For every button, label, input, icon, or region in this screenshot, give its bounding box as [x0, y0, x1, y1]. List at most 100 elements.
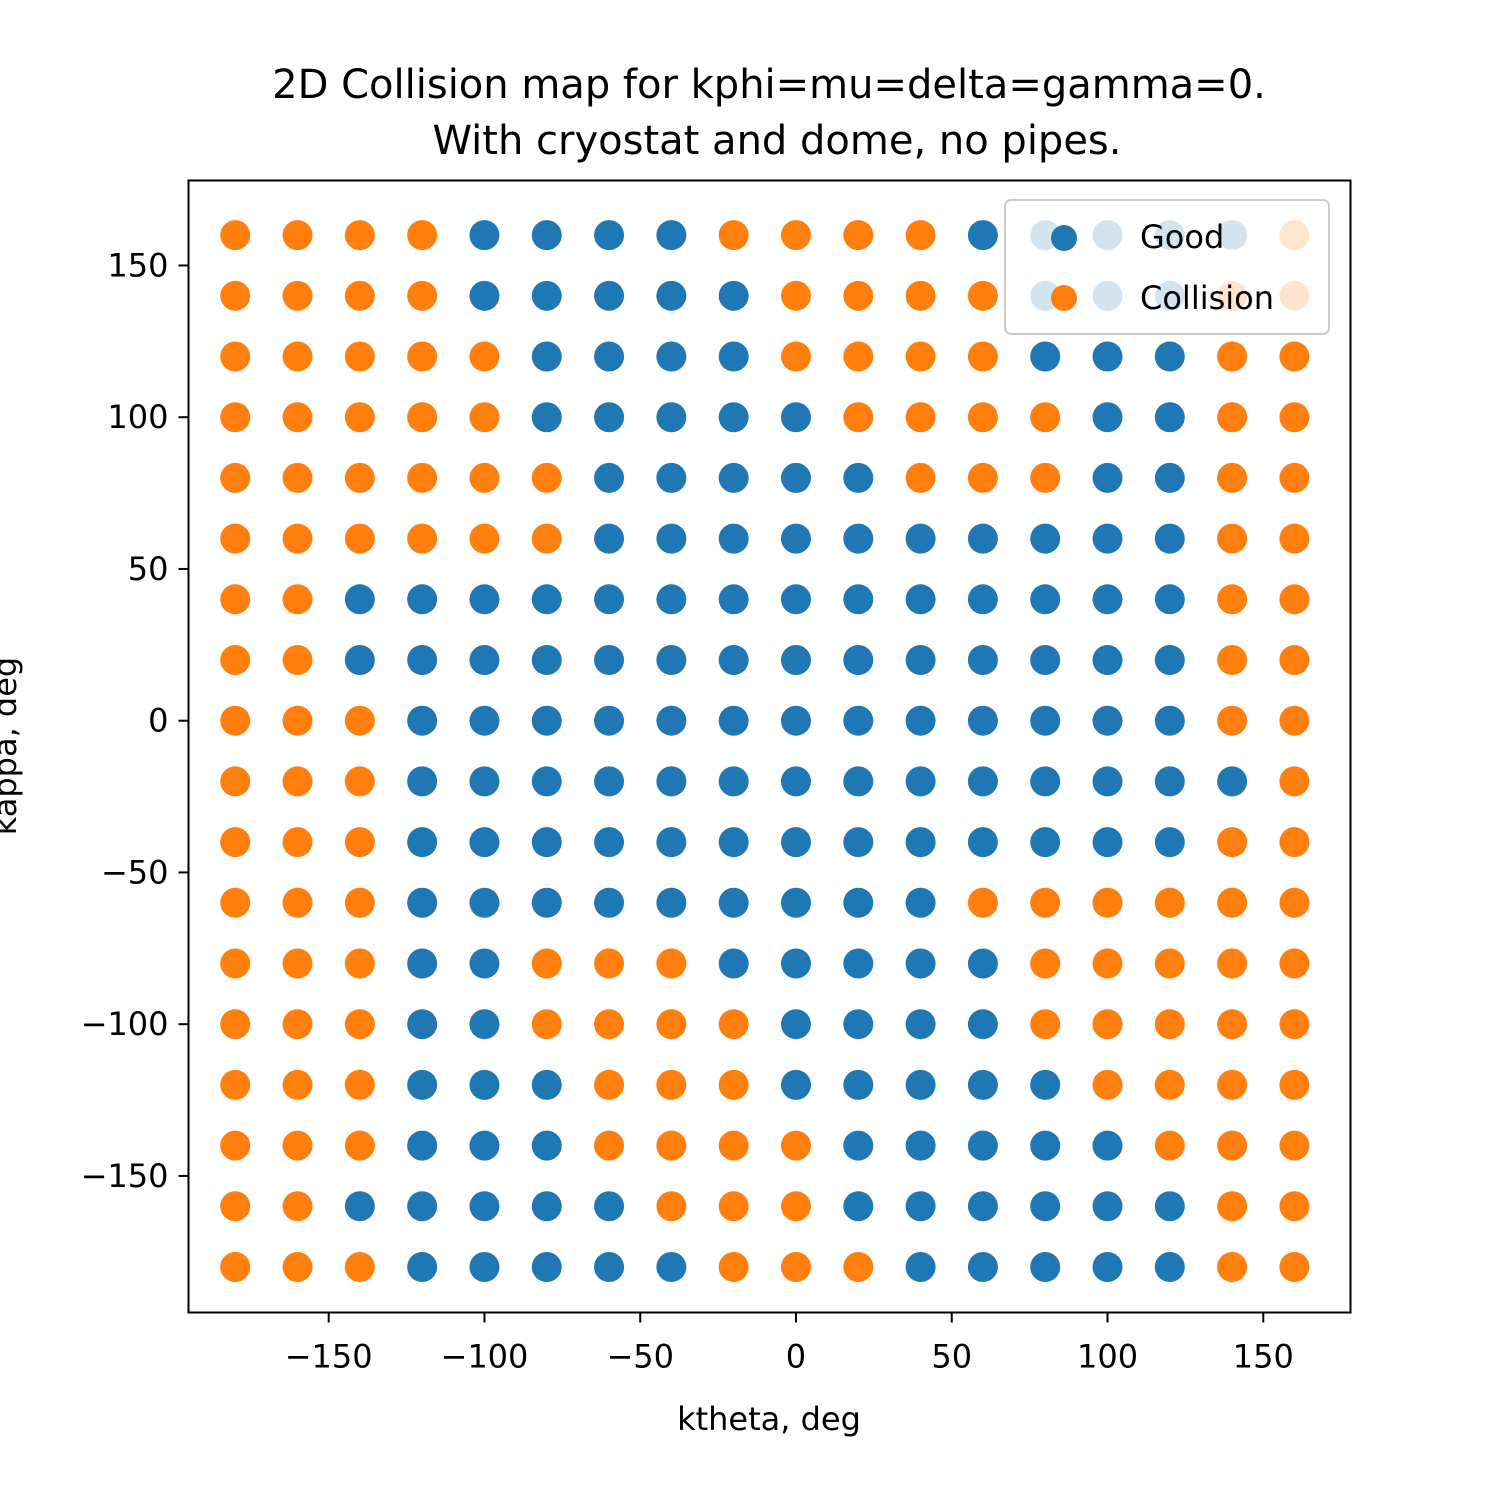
- collision-point: [594, 1130, 625, 1161]
- good-point: [531, 645, 562, 676]
- collision-point: [469, 341, 500, 372]
- collision-point: [1030, 1009, 1061, 1040]
- legend-box: [1004, 199, 1330, 335]
- good-point: [843, 1069, 874, 1100]
- good-point: [1092, 645, 1123, 676]
- collision-point: [344, 1130, 375, 1161]
- collision-point: [1092, 1009, 1123, 1040]
- good-point: [656, 341, 687, 372]
- good-point: [1092, 341, 1123, 372]
- good-point: [1092, 462, 1123, 493]
- collision-point: [1217, 1251, 1248, 1282]
- collision-point: [967, 887, 998, 918]
- y-tick-label: 0: [148, 702, 168, 740]
- good-point: [594, 280, 625, 311]
- good-point: [905, 584, 936, 615]
- good-point: [1154, 766, 1185, 797]
- collision-point: [1279, 462, 1310, 493]
- good-point: [1030, 341, 1061, 372]
- collision-point: [594, 1069, 625, 1100]
- good-point: [407, 887, 438, 918]
- good-point: [967, 1130, 998, 1161]
- good-point: [967, 584, 998, 615]
- good-point: [1154, 341, 1185, 372]
- collision-point: [1154, 1009, 1185, 1040]
- good-point: [843, 523, 874, 554]
- good-point: [1154, 523, 1185, 554]
- collision-point: [344, 705, 375, 736]
- good-point: [905, 1130, 936, 1161]
- good-point: [469, 280, 500, 311]
- collision-point: [656, 1069, 687, 1100]
- good-point: [1154, 1191, 1185, 1222]
- good-point: [718, 402, 749, 433]
- collision-point: [344, 1009, 375, 1040]
- good-point: [843, 705, 874, 736]
- collision-point: [1279, 645, 1310, 676]
- collision-point: [282, 523, 313, 554]
- good-point: [469, 827, 500, 858]
- good-point: [843, 584, 874, 615]
- collision-point: [282, 705, 313, 736]
- good-point: [1092, 766, 1123, 797]
- good-point: [967, 1191, 998, 1222]
- good-point: [656, 402, 687, 433]
- collision-point: [531, 948, 562, 979]
- y-axis-ticks: −150 −100 −50 0 50 100 150: [81, 246, 189, 1195]
- good-point: [718, 645, 749, 676]
- collision-point: [282, 1069, 313, 1100]
- collision-point: [1279, 1191, 1310, 1222]
- good-point: [656, 705, 687, 736]
- good-point: [531, 1069, 562, 1100]
- good-point: [718, 887, 749, 918]
- collision-point: [1217, 1009, 1248, 1040]
- collision-point: [220, 766, 251, 797]
- good-point: [531, 402, 562, 433]
- good-point: [967, 766, 998, 797]
- chart-title-line-1: 2D Collision map for kphi=mu=delta=gamma…: [272, 62, 1266, 108]
- collision-point: [220, 1130, 251, 1161]
- collision-point: [469, 402, 500, 433]
- good-point: [1154, 1251, 1185, 1282]
- good-point: [531, 220, 562, 251]
- collision-point: [344, 827, 375, 858]
- collision-point: [718, 1130, 749, 1161]
- good-point: [344, 584, 375, 615]
- good-point: [905, 887, 936, 918]
- collision-point: [220, 1009, 251, 1040]
- collision-point: [1279, 948, 1310, 979]
- scatter-points: [220, 220, 1310, 1282]
- good-point: [1092, 584, 1123, 615]
- collision-point: [1030, 402, 1061, 433]
- good-point: [905, 1251, 936, 1282]
- good-point: [1030, 1191, 1061, 1222]
- collision-point: [407, 341, 438, 372]
- collision-point: [656, 1009, 687, 1040]
- collision-point: [1279, 584, 1310, 615]
- x-tick-label: 100: [1077, 1338, 1138, 1376]
- collision-point: [344, 462, 375, 493]
- x-tick-label: 150: [1233, 1338, 1294, 1376]
- good-point: [469, 766, 500, 797]
- good-point: [967, 1069, 998, 1100]
- collision-point: [1092, 948, 1123, 979]
- good-point: [1030, 1130, 1061, 1161]
- collision-point: [282, 584, 313, 615]
- collision-point: [843, 280, 874, 311]
- good-point: [905, 1009, 936, 1040]
- good-point: [1030, 523, 1061, 554]
- good-point: [1154, 827, 1185, 858]
- good-point: [407, 1251, 438, 1282]
- collision-point: [1279, 887, 1310, 918]
- good-point: [843, 827, 874, 858]
- collision-point: [1217, 402, 1248, 433]
- good-point: [1154, 584, 1185, 615]
- collision-point: [282, 645, 313, 676]
- collision-point: [656, 1130, 687, 1161]
- good-point: [1154, 705, 1185, 736]
- collision-point: [344, 280, 375, 311]
- collision-point: [220, 1191, 251, 1222]
- collision-point: [1154, 1130, 1185, 1161]
- good-point: [594, 402, 625, 433]
